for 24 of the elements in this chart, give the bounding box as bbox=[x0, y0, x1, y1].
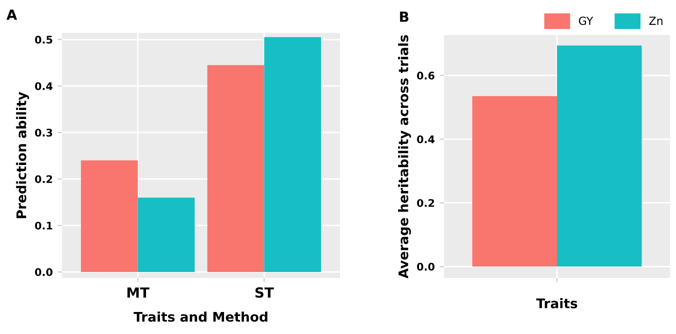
y-tick-label: 0.1 bbox=[35, 222, 52, 230]
y-tick-label: 0.6 bbox=[417, 72, 434, 80]
legend-label: GY bbox=[578, 16, 594, 25]
bar bbox=[138, 198, 195, 272]
x-axis-title: Traits and Method bbox=[134, 312, 268, 322]
y-tick-label: 0.0 bbox=[417, 262, 434, 271]
y-tick-label: 0.4 bbox=[417, 135, 434, 144]
chart-title: B bbox=[400, 12, 408, 22]
y-axis-title: Prediction ability bbox=[16, 92, 29, 218]
y-axis-title: Average heritability across trials bbox=[398, 35, 411, 278]
x-tick-label: ST bbox=[255, 287, 274, 298]
legend-label: Zn bbox=[649, 16, 662, 25]
y-tick-label: 0.2 bbox=[417, 199, 434, 207]
y-tick-label: 0.2 bbox=[35, 175, 52, 184]
bar bbox=[80, 160, 138, 272]
y-tick-label: 0.3 bbox=[35, 128, 52, 137]
x-tick-label: MT bbox=[127, 287, 150, 298]
x-axis-title: Traits bbox=[536, 298, 578, 308]
y-tick-label: 0.0 bbox=[35, 268, 52, 276]
bar bbox=[264, 37, 322, 272]
y-tick-label: 0.4 bbox=[35, 82, 52, 90]
y-tick-label: 0.5 bbox=[35, 36, 52, 44]
bar bbox=[207, 65, 264, 272]
chart-title: A bbox=[6, 10, 18, 20]
